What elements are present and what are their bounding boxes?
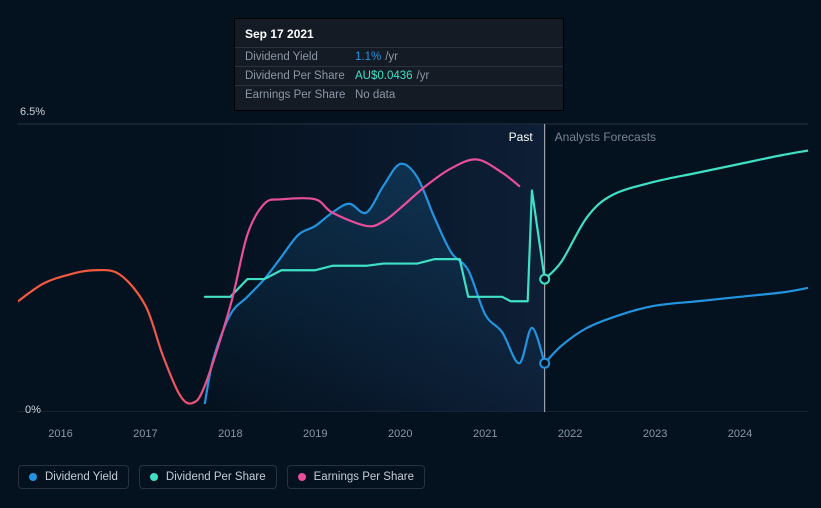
tooltip-date: Sep 17 2021 — [235, 27, 563, 47]
x-axis-label: 2017 — [133, 428, 157, 440]
chart-tooltip: Sep 17 2021 Dividend Yield1.1%/yrDividen… — [234, 18, 564, 111]
legend-label: Earnings Per Share — [314, 471, 414, 483]
legend-item[interactable]: Dividend Yield — [18, 465, 129, 489]
tooltip-row-label: Dividend Per Share — [245, 70, 355, 82]
tooltip-row-value: No data — [355, 89, 395, 101]
x-axis-label: 2023 — [643, 428, 667, 440]
x-axis-label: 2021 — [473, 428, 497, 440]
tooltip-row-label: Earnings Per Share — [245, 89, 355, 101]
tooltip-row: Dividend Per ShareAU$0.0436/yr — [235, 66, 563, 85]
x-axis-label: 2020 — [388, 428, 412, 440]
chart-plot-area — [18, 112, 808, 412]
legend-dot-icon — [298, 473, 306, 481]
x-axis-label: 2018 — [218, 428, 242, 440]
legend-label: Dividend Per Share — [166, 471, 266, 483]
tooltip-row-label: Dividend Yield — [245, 51, 355, 63]
y-axis-max-label: 6.5% — [20, 106, 45, 118]
x-axis-label: 2016 — [48, 428, 72, 440]
legend-item[interactable]: Dividend Per Share — [139, 465, 277, 489]
legend-dot-icon — [150, 473, 158, 481]
x-axis-label: 2022 — [558, 428, 582, 440]
past-region-label: Past — [509, 130, 533, 144]
y-axis-min-label: 0% — [25, 404, 41, 416]
x-axis-label: 2024 — [728, 428, 752, 440]
tooltip-row-value: AU$0.0436/yr — [355, 70, 429, 82]
dividend-chart — [18, 112, 808, 412]
tooltip-row-value: 1.1%/yr — [355, 51, 398, 63]
chart-legend: Dividend Yield Dividend Per Share Earnings… — [18, 465, 425, 489]
legend-label: Dividend Yield — [45, 471, 118, 483]
legend-item[interactable]: Earnings Per Share — [287, 465, 425, 489]
legend-dot-icon — [29, 473, 37, 481]
forecast-region-label: Analysts Forecasts — [555, 130, 656, 144]
x-axis-label: 2019 — [303, 428, 327, 440]
tooltip-row: Dividend Yield1.1%/yr — [235, 47, 563, 66]
tooltip-row: Earnings Per ShareNo data — [235, 85, 563, 104]
